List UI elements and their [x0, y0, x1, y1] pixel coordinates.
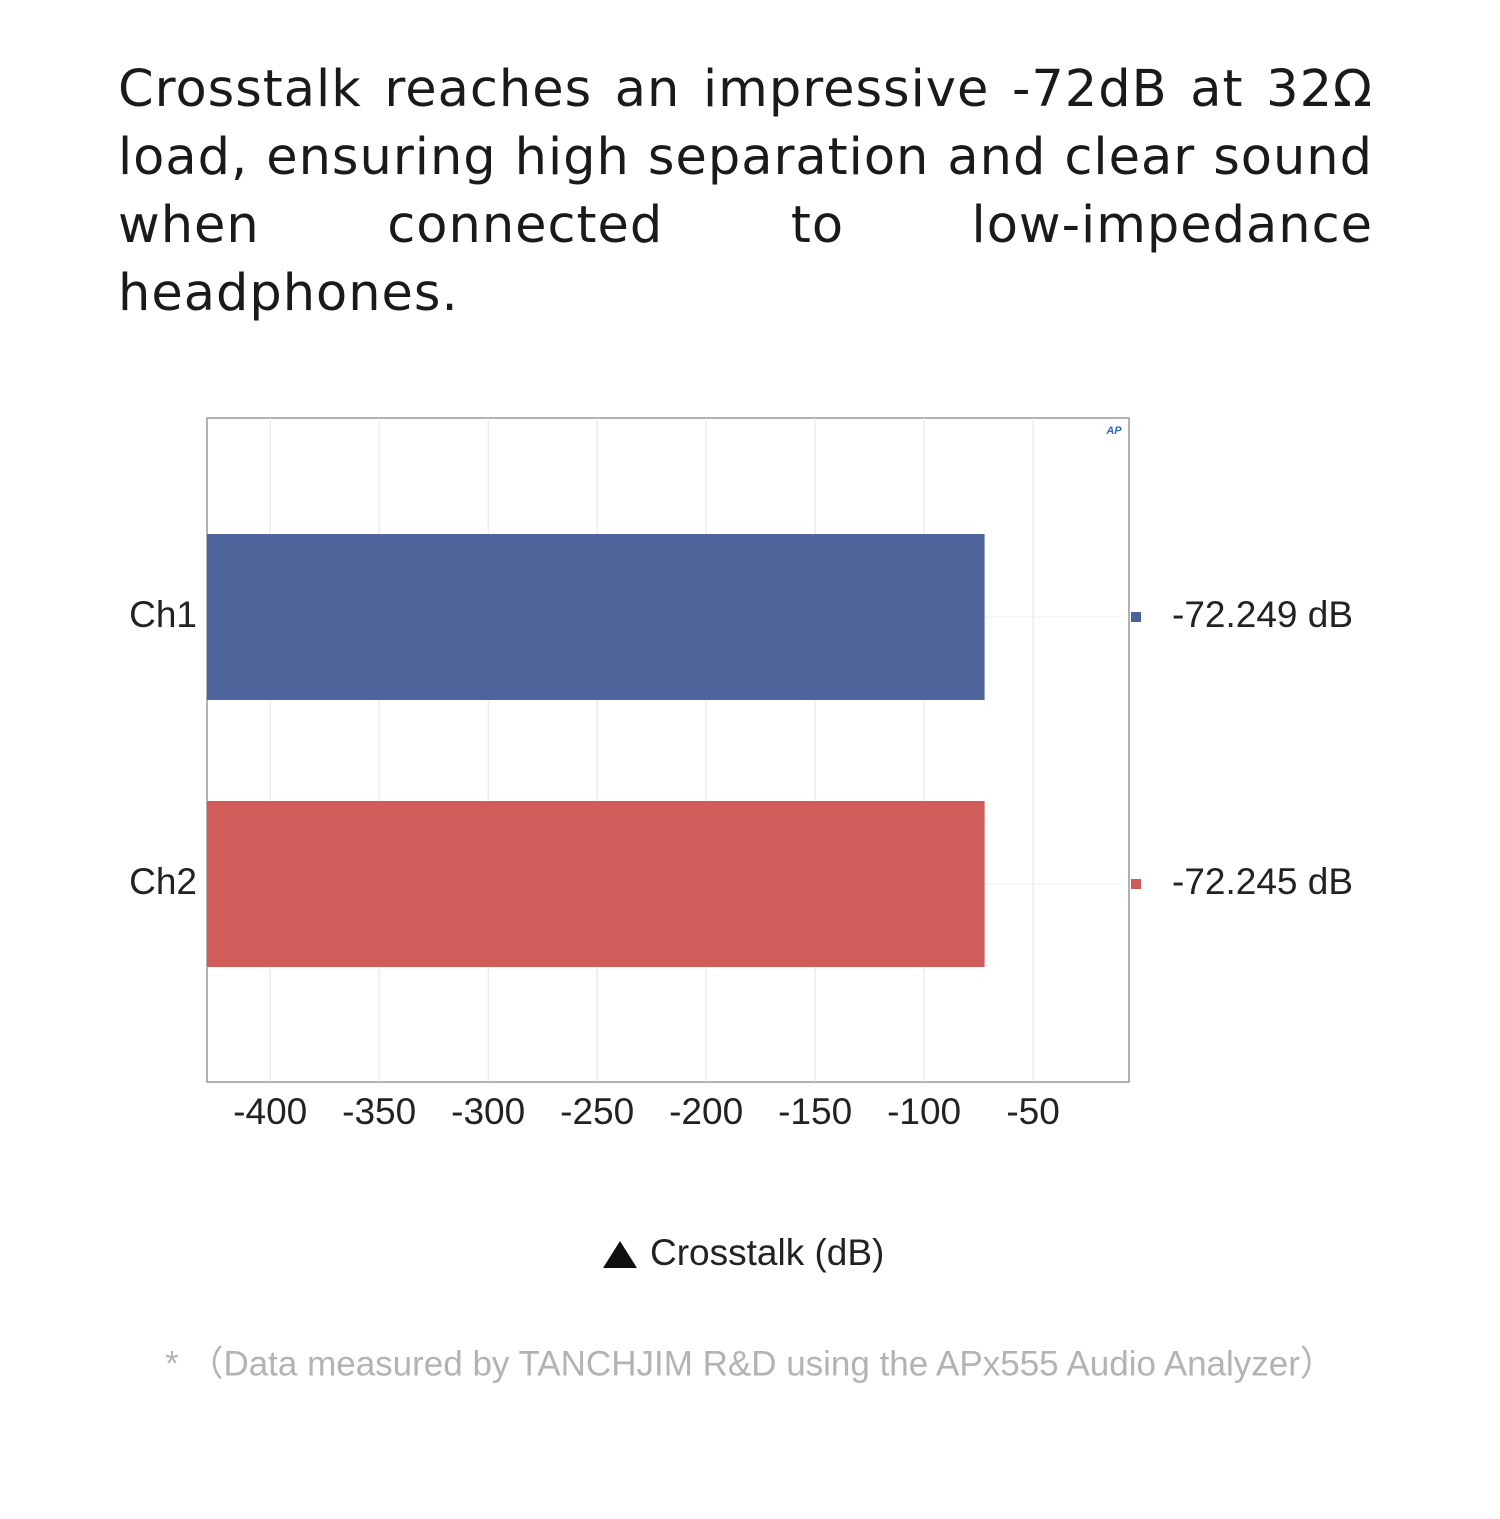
logo: AP	[1105, 425, 1122, 437]
chart-title: Crosstalk reaches an impressive -72dB at…	[118, 60, 1373, 323]
y-tick-label: Ch1	[129, 594, 197, 635]
x-tick-label: -350	[342, 1091, 416, 1132]
axis-label-icon	[603, 1241, 637, 1268]
x-tick-label: -250	[560, 1091, 634, 1132]
value-label: -72.249 dB	[1172, 594, 1353, 635]
x-tick-label: -50	[1006, 1091, 1059, 1132]
x-tick-label: -200	[669, 1091, 743, 1132]
x-axis-label: Crosstalk (dB)	[650, 1232, 884, 1273]
x-tick-label: -300	[451, 1091, 525, 1132]
value-marker	[1131, 879, 1141, 889]
plot-frame	[206, 417, 1130, 1083]
x-tick-label: -150	[778, 1091, 852, 1132]
x-tick-label: -400	[233, 1091, 307, 1132]
y-tick-label: Ch2	[129, 861, 197, 902]
footnote: * （Data measured by TANCHJIM R&D using t…	[165, 1344, 1335, 1383]
bar	[207, 801, 985, 967]
value-label: -72.245 dB	[1172, 861, 1353, 902]
x-tick-label: -100	[887, 1091, 961, 1132]
value-marker	[1131, 612, 1141, 622]
bar	[207, 534, 985, 700]
